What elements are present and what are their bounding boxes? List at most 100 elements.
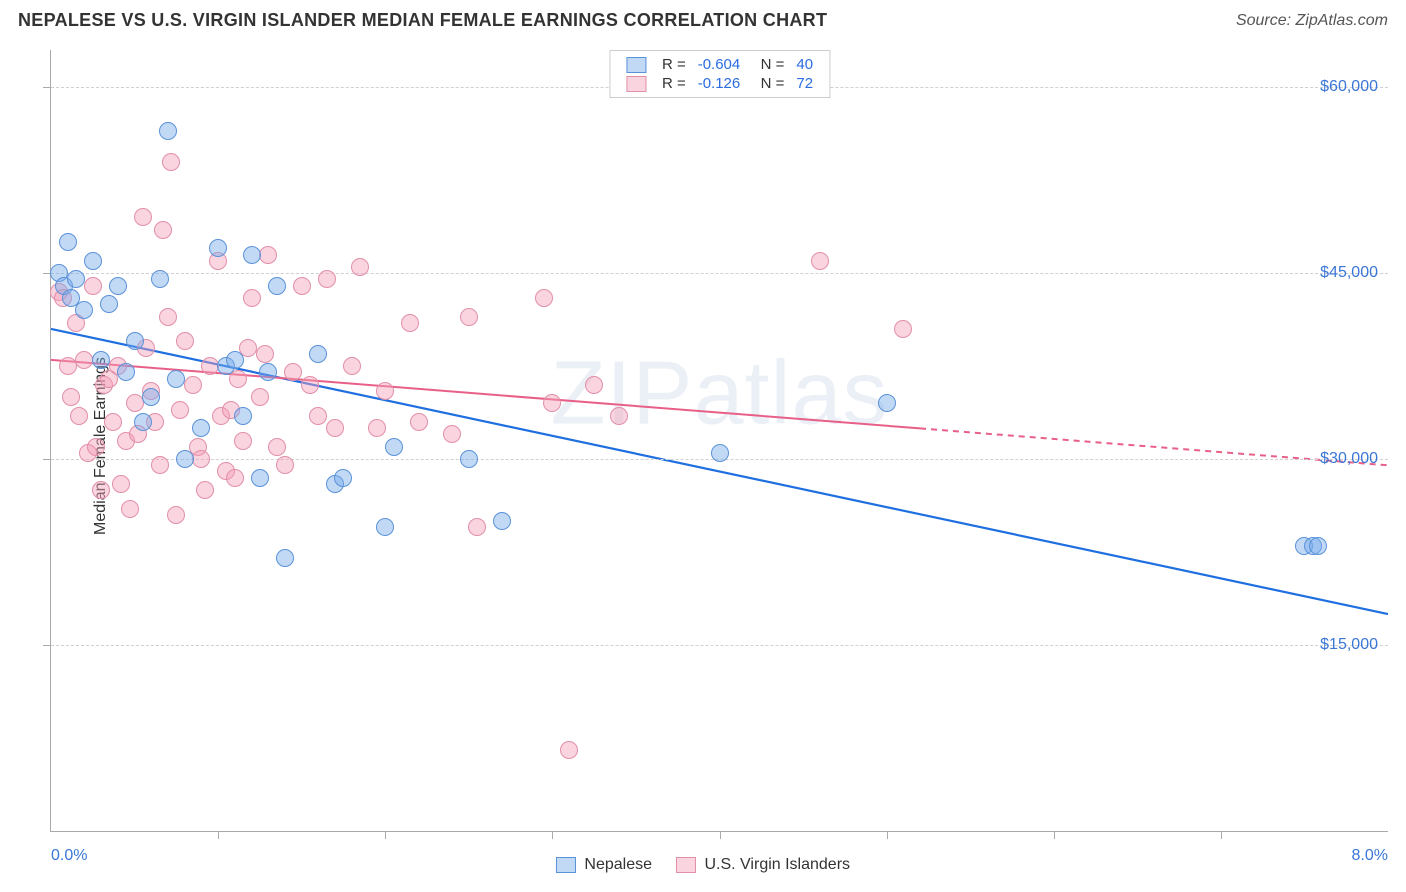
plot-region: $15,000$30,000$45,000$60,000 [51, 50, 1388, 831]
scatter-point [84, 252, 102, 270]
scatter-point [468, 518, 486, 536]
trend-line [51, 329, 1388, 614]
scatter-point [159, 308, 177, 326]
scatter-point [385, 438, 403, 456]
legend-swatch-nepalese [626, 57, 646, 73]
scatter-point [351, 258, 369, 276]
scatter-point [70, 407, 88, 425]
scatter-point [184, 376, 202, 394]
scatter-point [259, 363, 277, 381]
scatter-point [87, 438, 105, 456]
scatter-point [201, 357, 219, 375]
scatter-point [126, 332, 144, 350]
legend-swatch-nepalese-b [556, 857, 576, 873]
scatter-point [59, 233, 77, 251]
scatter-point [493, 512, 511, 530]
scatter-point [92, 351, 110, 369]
scatter-point [560, 741, 578, 759]
r-value-nepalese: -0.604 [692, 55, 747, 74]
scatter-point [443, 425, 461, 443]
n-value-nepalese: 40 [790, 55, 819, 74]
scatter-point [234, 432, 252, 450]
scatter-point [585, 376, 603, 394]
scatter-point [196, 481, 214, 499]
x-axis-min-label: 0.0% [51, 847, 87, 865]
chart-area: ZIPatlas R = -0.604 N = 40 R = -0.126 N … [50, 50, 1388, 832]
scatter-point [109, 277, 127, 295]
scatter-point [309, 407, 327, 425]
scatter-point [226, 351, 244, 369]
scatter-point [176, 450, 194, 468]
scatter-point [460, 308, 478, 326]
series-legend: Nepalese U.S. Virgin Islanders [556, 856, 850, 874]
scatter-point [543, 394, 561, 412]
scatter-point [117, 363, 135, 381]
scatter-point [67, 270, 85, 288]
scatter-point [75, 351, 93, 369]
scatter-point [276, 456, 294, 474]
scatter-point [92, 481, 110, 499]
scatter-point [167, 370, 185, 388]
scatter-point [100, 295, 118, 313]
scatter-point [259, 246, 277, 264]
legend-swatch-virgin-islanders [626, 76, 646, 92]
scatter-point [268, 438, 286, 456]
scatter-point [234, 407, 252, 425]
y-tick-label: $15,000 [1320, 636, 1378, 654]
scatter-point [256, 345, 274, 363]
scatter-point [376, 382, 394, 400]
scatter-point [154, 221, 172, 239]
scatter-point [243, 246, 261, 264]
scatter-point [243, 289, 261, 307]
scatter-point [376, 518, 394, 536]
scatter-point [192, 450, 210, 468]
scatter-point [251, 388, 269, 406]
scatter-point [334, 469, 352, 487]
source-label: Source: ZipAtlas.com [1236, 12, 1388, 30]
scatter-point [894, 320, 912, 338]
gridline [51, 645, 1388, 646]
scatter-point [401, 314, 419, 332]
scatter-point [226, 469, 244, 487]
scatter-point [134, 208, 152, 226]
chart-title: NEPALESE VS U.S. VIRGIN ISLANDER MEDIAN … [18, 10, 827, 31]
scatter-point [159, 122, 177, 140]
x-axis-max-label: 8.0% [1352, 847, 1388, 865]
scatter-point [134, 413, 152, 431]
gridline [51, 273, 1388, 274]
scatter-point [1309, 537, 1327, 555]
scatter-point [171, 401, 189, 419]
scatter-point [75, 301, 93, 319]
scatter-point [343, 357, 361, 375]
scatter-point [126, 394, 144, 412]
legend-swatch-virgin-islanders-b [676, 857, 696, 873]
scatter-point [268, 277, 286, 295]
scatter-point [326, 419, 344, 437]
scatter-point [121, 500, 139, 518]
scatter-point [112, 475, 130, 493]
scatter-point [301, 376, 319, 394]
scatter-point [151, 456, 169, 474]
scatter-point [104, 413, 122, 431]
scatter-point [368, 419, 386, 437]
stats-legend: R = -0.604 N = 40 R = -0.126 N = 72 [609, 50, 830, 98]
legend-label-virgin-islanders: U.S. Virgin Islanders [704, 856, 850, 873]
y-tick-label: $60,000 [1320, 78, 1378, 96]
scatter-point [251, 469, 269, 487]
scatter-point [176, 332, 194, 350]
scatter-point [535, 289, 553, 307]
scatter-point [309, 345, 327, 363]
legend-label-nepalese: Nepalese [584, 856, 652, 873]
scatter-point [151, 270, 169, 288]
scatter-point [209, 239, 227, 257]
scatter-point [293, 277, 311, 295]
scatter-point [142, 388, 160, 406]
scatter-point [318, 270, 336, 288]
scatter-point [460, 450, 478, 468]
scatter-point [284, 363, 302, 381]
scatter-point [878, 394, 896, 412]
y-tick-label: $30,000 [1320, 450, 1378, 468]
scatter-point [711, 444, 729, 462]
n-value-virgin-islanders: 72 [790, 74, 819, 93]
scatter-point [59, 357, 77, 375]
